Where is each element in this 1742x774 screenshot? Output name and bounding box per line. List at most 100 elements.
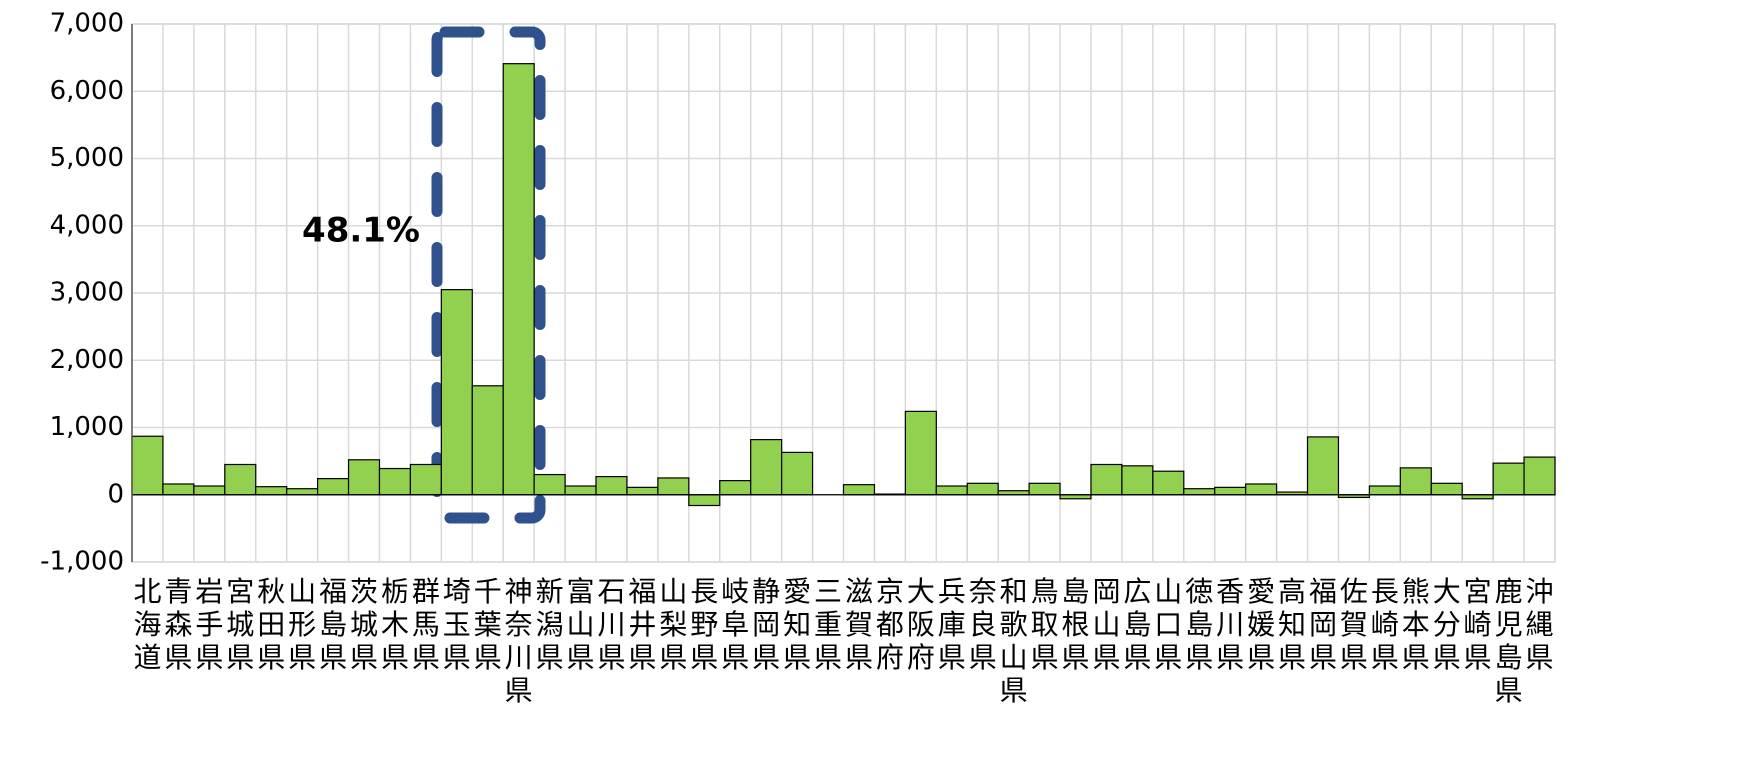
x-tick-label: 石川県	[597, 575, 625, 674]
bar	[935, 485, 968, 496]
bar	[347, 459, 381, 496]
x-tick-label: 宮城県	[226, 575, 254, 674]
y-tick-label: 6,000	[50, 76, 124, 106]
x-tick-label: 広島県	[1123, 575, 1151, 674]
bar	[1461, 494, 1494, 500]
x-tick-label: 福岡県	[1309, 575, 1337, 674]
y-tick-label: 7,000	[50, 9, 124, 39]
y-tick-label: 0	[107, 479, 124, 509]
x-tick-label: 沖縄県	[1526, 575, 1554, 674]
x-tick-label: 滋賀県	[845, 575, 873, 674]
x-tick-label: 岩手県	[195, 575, 223, 674]
bar	[1028, 482, 1061, 496]
x-tick-label: 神奈川県	[505, 575, 533, 707]
x-tick-label: 福井県	[628, 575, 656, 674]
bar	[564, 485, 597, 496]
y-tick-label: 5,000	[50, 143, 124, 173]
bar	[317, 478, 350, 496]
x-tick-label: 高知県	[1278, 575, 1306, 674]
bar	[966, 482, 999, 496]
bar	[255, 486, 288, 496]
x-tick-label: 千葉県	[474, 575, 502, 674]
x-tick-label: 長野県	[690, 575, 718, 674]
x-tick-label: 島根県	[1062, 575, 1090, 674]
bar	[378, 467, 412, 496]
x-tick-label: 兵庫県	[938, 575, 966, 674]
x-tick-label: 岐阜県	[721, 575, 749, 674]
x-tick-label: 大阪府	[907, 575, 935, 674]
x-tick-label: 埼玉県	[443, 575, 471, 674]
x-tick-label: 静岡県	[752, 575, 780, 674]
bar	[750, 439, 783, 496]
bar	[1059, 494, 1092, 500]
bar	[131, 435, 164, 496]
bar	[409, 463, 442, 496]
x-tick-label: 秋田県	[257, 575, 285, 674]
highlight-box	[431, 26, 546, 524]
x-tick-label: 長崎県	[1371, 575, 1399, 674]
bar	[657, 477, 690, 496]
bar	[1183, 488, 1216, 496]
x-tick-label: 茨城県	[350, 575, 378, 674]
x-tick-label: 和歌山県	[1000, 575, 1028, 707]
x-tick-label: 京都府	[876, 575, 904, 674]
bar	[1492, 462, 1525, 496]
annotation: 48.1%	[302, 211, 420, 251]
bar	[1152, 470, 1185, 496]
x-tick-label: 香川県	[1216, 575, 1244, 674]
bar	[781, 451, 814, 496]
bar	[1523, 456, 1556, 496]
bar	[440, 289, 473, 496]
bar	[1368, 485, 1401, 496]
x-tick-label: 熊本県	[1402, 575, 1430, 674]
bar	[626, 486, 659, 496]
bar	[842, 484, 876, 496]
bar	[193, 485, 226, 496]
y-tick-label: 4,000	[50, 210, 124, 240]
bar	[162, 483, 195, 496]
bar	[1430, 482, 1463, 496]
x-tick-label: 北海道	[133, 575, 161, 674]
bar	[1214, 486, 1247, 496]
bar	[1245, 483, 1278, 496]
bar	[1306, 436, 1340, 496]
bar	[1121, 465, 1154, 496]
x-tick-label: 岡山県	[1092, 575, 1120, 674]
bar	[904, 410, 937, 496]
x-tick-label: 徳島県	[1185, 575, 1213, 674]
x-tick-label: 鳥取県	[1031, 575, 1059, 674]
y-tick-label: 3,000	[50, 278, 124, 308]
bar	[1399, 467, 1432, 496]
bar	[533, 473, 566, 496]
y-tick-label: 1,000	[50, 412, 124, 442]
x-tick-label: 佐賀県	[1340, 575, 1368, 674]
bar	[502, 63, 535, 496]
x-tick-label: 青森県	[164, 575, 192, 674]
x-tick-label: 山口県	[1154, 575, 1182, 674]
bar	[471, 385, 504, 496]
x-tick-label: 鹿児島県	[1495, 575, 1523, 707]
bar	[224, 463, 257, 496]
bar	[286, 488, 319, 496]
x-tick-label: 新潟県	[536, 575, 564, 674]
x-tick-label: 奈良県	[969, 575, 997, 674]
bar	[688, 494, 721, 507]
x-tick-label: 愛媛県	[1247, 575, 1275, 674]
x-tick-label: 宮崎県	[1464, 575, 1492, 674]
x-tick-label: 富山県	[567, 575, 595, 674]
x-tick-label: 大分県	[1433, 575, 1461, 674]
y-tick-label: -1,000	[40, 547, 124, 577]
x-tick-label: 山梨県	[659, 575, 687, 674]
y-tick-label: 2,000	[50, 345, 124, 375]
x-tick-label: 栃木県	[381, 575, 409, 674]
x-tick-label: 三重県	[814, 575, 842, 674]
x-tick-label: 山形県	[288, 575, 316, 674]
bar	[1090, 463, 1123, 496]
bar	[997, 490, 1030, 496]
bar	[595, 475, 628, 496]
bar	[719, 480, 752, 496]
x-tick-label: 福島県	[319, 575, 347, 674]
x-tick-label: 愛知県	[783, 575, 811, 674]
x-tick-label: 群馬県	[412, 575, 440, 674]
